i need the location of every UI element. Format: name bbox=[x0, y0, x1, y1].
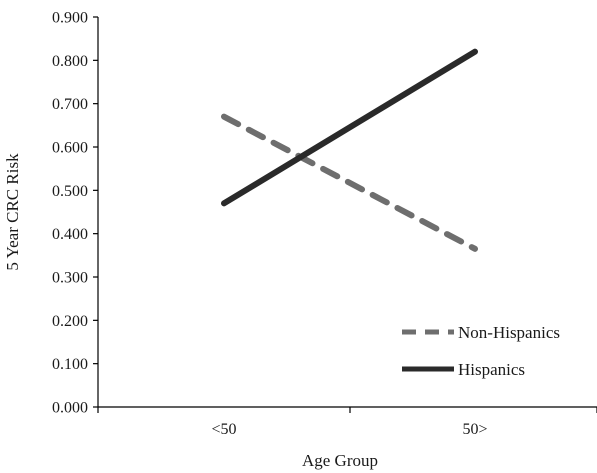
series-layer bbox=[221, 48, 478, 252]
y-tick-label: 0.300 bbox=[52, 270, 88, 287]
legend-label-hispanics: Hispanics bbox=[458, 360, 525, 379]
legend: Non-Hispanics Hispanics bbox=[402, 323, 560, 379]
axes bbox=[97, 17, 597, 408]
y-tick-label: 0.600 bbox=[52, 140, 88, 157]
series-line-non-hispanics bbox=[221, 113, 478, 252]
y-tick-label: 0.400 bbox=[52, 226, 88, 243]
y-tick-label: 0.900 bbox=[52, 10, 88, 27]
y-tick-label: 0.500 bbox=[52, 183, 88, 200]
x-axis-title: Age Group bbox=[302, 451, 378, 470]
series-line-hispanics bbox=[221, 48, 478, 207]
y-tick-label: 0.700 bbox=[52, 96, 88, 113]
y-tick-label: 0.000 bbox=[52, 400, 88, 417]
x-ticks: <50 50> bbox=[97, 407, 597, 438]
y-tick-label: 0.200 bbox=[52, 313, 88, 330]
y-tick-label: 0.100 bbox=[52, 356, 88, 373]
x-tick-label: 50> bbox=[462, 421, 487, 438]
y-tick-label: 0.800 bbox=[52, 53, 88, 70]
y-ticks: 0.000 0.100 0.200 0.300 0.400 0.500 0.600 0.700… bbox=[52, 10, 98, 417]
y-axis-title: 5 Year CRC Risk bbox=[3, 153, 22, 271]
legend-label-non-hispanics: Non-Hispanics bbox=[458, 323, 560, 342]
x-tick-label: <50 bbox=[211, 421, 236, 438]
